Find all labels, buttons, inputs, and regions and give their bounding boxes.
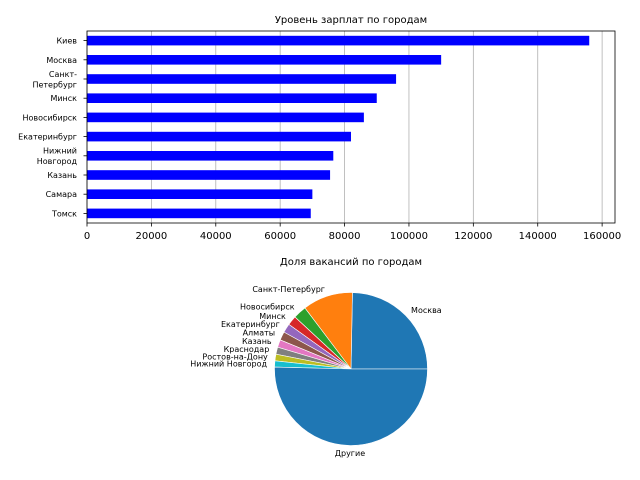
salary-bar-chart: Уровень зарплат по городам 0 20000 40000 60…	[18, 15, 621, 242]
pie-label: Казань	[242, 337, 272, 346]
pie-slice	[274, 366, 428, 446]
pie-label: Санкт-Петербург	[252, 285, 325, 294]
pie-label: Алматы	[243, 329, 276, 338]
bar	[87, 35, 590, 46]
y-tick-label: Томск	[51, 209, 77, 218]
x-tick-label: 140000	[519, 231, 557, 242]
pie-label: Нижний Новгород	[190, 359, 267, 368]
x-tick-label: 80000	[329, 231, 361, 242]
pie-label: Краснодар	[224, 345, 270, 354]
pie-label: Другие	[335, 449, 365, 458]
x-tick-label: 20000	[135, 231, 167, 242]
y-tick-label: Самара	[46, 190, 78, 199]
x-tick-label: 40000	[200, 231, 232, 242]
bar	[87, 131, 351, 142]
y-tick-label: Минск	[50, 94, 77, 103]
y-tick-label: Казань	[47, 171, 77, 180]
bar	[87, 55, 442, 65]
x-tick-label: 60000	[264, 231, 296, 242]
pie-label: Минск	[259, 312, 286, 321]
pie-chart-title: Доля вакансий по городам	[280, 257, 422, 268]
bar	[87, 208, 311, 219]
y-tick-label: Москва	[46, 56, 77, 65]
y-tick-label: Новосибирск	[22, 113, 77, 122]
vacancy-share-pie-chart: Доля вакансий по городам Москва Санкт-Пет…	[190, 257, 442, 458]
bar	[87, 93, 377, 103]
bar	[87, 112, 364, 123]
y-tick-label: Санкт-Петербург	[32, 70, 77, 90]
bar	[87, 151, 334, 161]
pie-label: Ростов-на-Дону	[202, 352, 268, 361]
bar-chart-title: Уровень зарплат по городам	[275, 15, 427, 26]
pie-label: Москва	[411, 306, 442, 315]
plot-frame	[86, 30, 616, 224]
pie-label: Екатеринбург	[221, 320, 280, 329]
x-tick-label: 0	[84, 231, 90, 242]
pie-label: Новосибирск	[240, 303, 295, 312]
y-tick-label: Нижний Новгород	[37, 147, 78, 167]
x-tick-label: 160000	[583, 231, 621, 242]
y-tick-label: Киев	[56, 37, 77, 46]
x-tick-label: 120000	[454, 231, 492, 242]
x-tick-label: 100000	[390, 231, 428, 242]
bar	[87, 170, 331, 180]
y-tick-label: Екатеринбург	[18, 133, 77, 142]
pie-slice	[350, 292, 428, 370]
bar	[87, 74, 397, 84]
bar	[87, 189, 313, 199]
